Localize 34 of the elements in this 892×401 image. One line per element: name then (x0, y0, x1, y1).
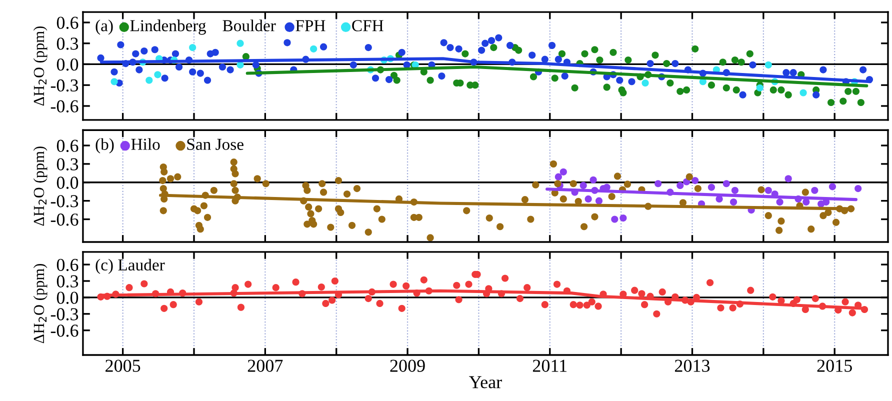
x-tick-label: 2015 (817, 360, 852, 372)
y-tick-label: 0.3 (56, 275, 78, 288)
y-tick-label: -0.3 (50, 308, 78, 320)
y-tick-label: 0.6 (56, 258, 78, 272)
y-tick-label: 0.0 (56, 176, 78, 189)
legend-label: Lindenberg (130, 20, 206, 35)
y-tick-label: -0.6 (50, 214, 78, 226)
y-tick-label: -0.3 (50, 195, 78, 208)
y-tick-label: -0.6 (50, 324, 78, 337)
x-tick-label: 2007 (248, 360, 283, 372)
legend-label: Hilo (131, 138, 160, 150)
y-axis-title: ΔH$_{2}$O (ppm) (33, 146, 48, 226)
y-tick-label: 0.6 (56, 140, 78, 152)
y-tick-label: 0.3 (56, 38, 78, 50)
x-tick-label: 2005 (106, 360, 140, 372)
y-tick-label: -0.3 (50, 79, 78, 92)
y-tick-label: 0.0 (56, 292, 78, 304)
annotation: (a) (96, 20, 113, 35)
x-tick-label: 2011 (532, 360, 567, 372)
legend-label: FPH (296, 20, 326, 32)
x-axis-title: Year (469, 376, 502, 388)
y-tick-label: 0.3 (56, 158, 78, 170)
y-tick-label: -0.6 (50, 100, 78, 112)
y-tick-label: 0.0 (56, 58, 78, 71)
legend-label: CFH (352, 20, 384, 32)
annotation: Boulder (222, 20, 276, 32)
y-axis-title: ΔH$_{2}$O (ppm) (33, 264, 48, 344)
y-axis-title: ΔH$_{2}$O (ppm) (33, 26, 48, 106)
annotation: (c) Lauder (96, 258, 165, 274)
x-tick-label: 2013 (674, 360, 710, 372)
legend-label: San Jose (187, 138, 244, 150)
annotation: (b) (96, 138, 114, 154)
y-tick-label: 0.6 (56, 16, 78, 29)
x-tick-label: 2009 (390, 360, 425, 372)
